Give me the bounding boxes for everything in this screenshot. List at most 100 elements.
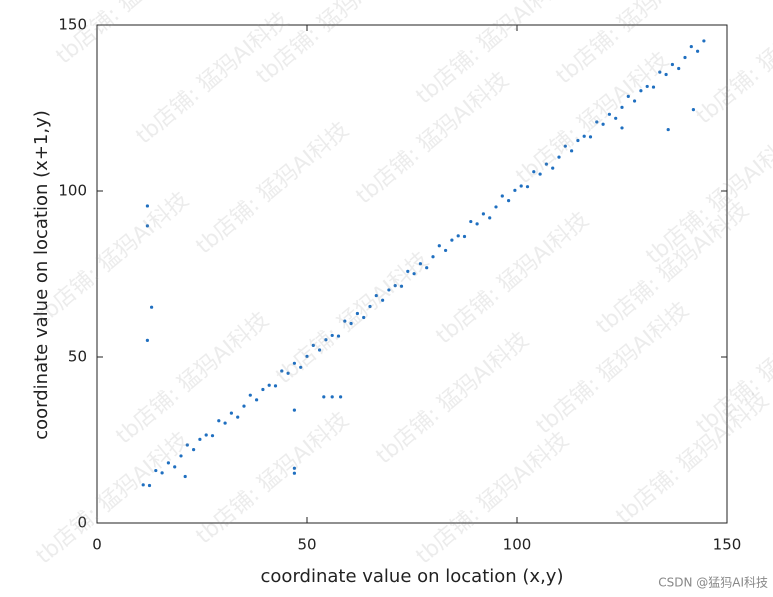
point [355,311,359,316]
point [349,321,353,326]
credit: CSDN @猛犸AI科技 [658,576,768,590]
point [141,483,145,487]
point [456,234,460,238]
point [412,272,416,276]
point [330,395,334,399]
y-tick-label: 100 [58,182,87,200]
point [639,89,643,93]
point [229,411,233,415]
point [576,138,580,143]
point [166,461,170,465]
point [544,162,549,166]
point [324,338,328,342]
point [469,219,473,224]
point [582,134,586,138]
y-tick-label: 150 [58,16,87,34]
point [292,361,296,365]
point [183,474,187,479]
point [601,122,605,126]
point [651,85,656,89]
point [322,395,326,399]
point [664,72,668,77]
point [696,49,700,53]
point [154,468,158,473]
point [645,84,649,89]
point [620,126,624,130]
point [210,434,215,438]
point [330,333,334,338]
point [588,135,593,139]
point [418,262,422,266]
point [223,421,227,425]
point [236,415,240,419]
point [563,144,567,148]
point [280,369,284,373]
point [343,319,347,323]
point [198,437,202,441]
point [305,354,309,358]
point [702,39,706,43]
point [339,395,343,399]
point [185,443,189,447]
point [519,184,523,188]
point [670,62,675,67]
point [255,398,259,402]
x-axis-label: coordinate value on location (x,y) [261,566,564,587]
point [595,120,599,124]
point [481,212,485,216]
y-axis-label: coordinate value on location (x+1,y) [31,110,52,440]
point [620,105,624,109]
point [292,471,296,475]
point [507,199,511,203]
point [179,454,183,458]
point [273,384,278,388]
point [192,448,196,452]
point [431,255,435,259]
x-tick-label: 150 [713,536,742,554]
point [607,112,612,116]
point [551,166,555,170]
y-tick-label: 50 [68,348,87,366]
point [368,304,372,309]
point [248,393,252,397]
point [683,55,687,60]
point [261,387,265,392]
point [532,170,536,174]
point [500,194,504,198]
point [538,172,542,176]
point [450,238,454,242]
point [570,149,574,153]
point [444,248,448,253]
point [286,371,290,375]
x-tick-label: 0 [92,536,102,554]
point [666,127,670,132]
point [374,293,378,298]
point [292,466,296,470]
point [658,70,662,74]
y-tick-label: 0 [77,514,87,532]
point [475,222,479,226]
point [267,383,271,387]
point [494,205,498,209]
point [242,404,246,408]
point [336,334,341,338]
point [292,408,296,412]
point [145,224,149,228]
point [311,343,315,347]
point [399,284,404,288]
point [614,116,618,120]
point [217,419,221,423]
point [557,155,561,159]
point [160,471,164,475]
point [626,94,630,98]
point [204,433,208,437]
point [677,66,681,71]
point [393,284,397,288]
point [633,99,637,103]
point [437,244,441,248]
point [387,288,391,292]
point [513,188,517,192]
x-tick-label: 50 [297,536,316,554]
point [173,465,177,469]
